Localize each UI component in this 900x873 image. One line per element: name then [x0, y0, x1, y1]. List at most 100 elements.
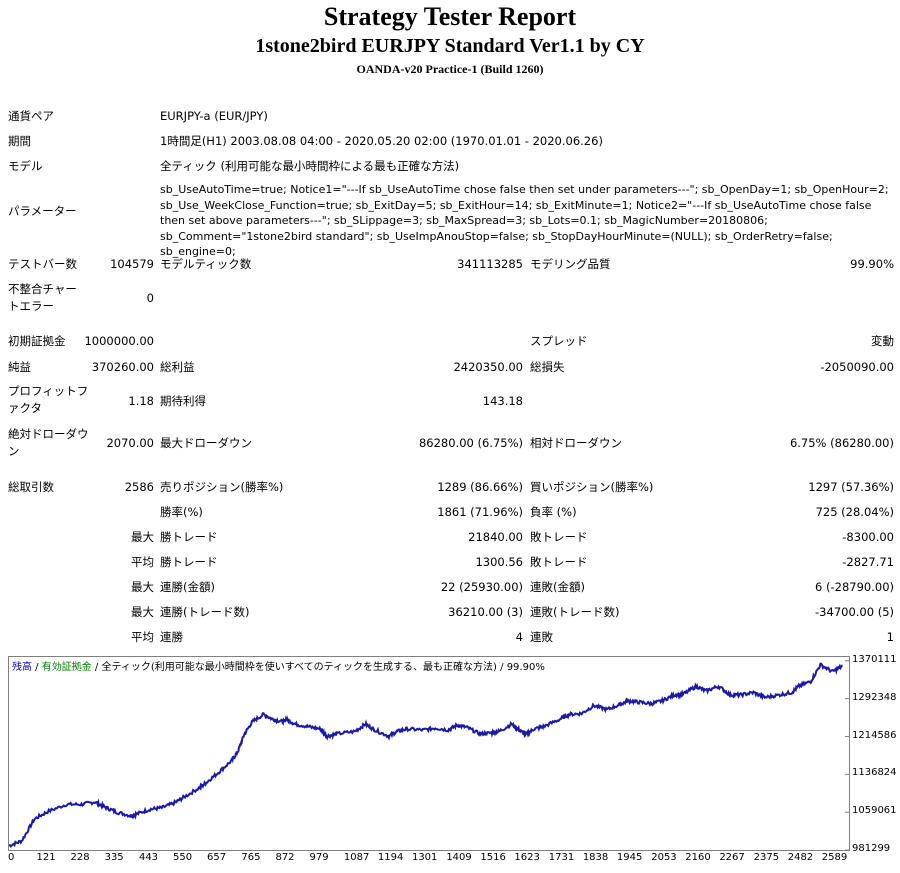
x-tick-label: 872: [275, 852, 295, 863]
x-tick-label: 1301: [411, 852, 438, 863]
x-tick-label: 2053: [651, 852, 677, 863]
max-cons-trades-label: 最大: [131, 605, 154, 619]
win-rate-label: 勝率(%): [160, 505, 203, 519]
y-tick-label: 981299: [852, 843, 891, 854]
model-label: モデル: [8, 159, 43, 173]
x-tick-label: 228: [70, 852, 90, 863]
period-label: 期間: [8, 134, 31, 148]
short-positions-value: 1289 (86.66%): [437, 480, 523, 494]
x-tick-label: 1945: [616, 852, 643, 863]
cons-losses-label: 連敗(金額): [530, 580, 585, 594]
x-tick-label: 2589: [821, 852, 848, 863]
rel-drawdown-value: 6.75% (86280.00): [789, 436, 894, 450]
profit-factor-label: プロフィットファクタ: [8, 384, 89, 415]
bars-value: 104579: [110, 257, 154, 271]
avg-win-label: 勝トレード: [160, 555, 218, 569]
total-trades-value: 2586: [124, 480, 154, 494]
cons-profit-value: 36210.00 (3): [448, 605, 523, 619]
model-value: 全ティック (利用可能な最小時間枠による最も正確な方法): [160, 159, 460, 173]
symbol-label: 通貨ペア: [8, 109, 54, 123]
average-label: 平均: [131, 555, 154, 569]
spread-label: スプレッド: [530, 334, 588, 348]
expected-payoff-label: 期待利得: [160, 394, 206, 408]
x-tick-label: 550: [173, 852, 193, 863]
x-tick-label: 657: [207, 852, 227, 863]
x-tick-label: 2267: [719, 852, 745, 863]
period-value: 1時間足(H1) 2003.08.08 04:00 - 2020.05.20 0…: [160, 134, 603, 148]
mismatch-label: 不整合チャートエラー: [8, 282, 77, 313]
avg-loss-value: -2827.71: [842, 555, 894, 569]
x-tick-label: 1838: [582, 852, 609, 863]
legend-separator: /: [32, 662, 42, 673]
spread-value: 変動: [871, 334, 894, 348]
abs-drawdown-value: 2070.00: [106, 436, 154, 450]
x-tick-label: 1731: [548, 852, 575, 863]
gross-loss-value: -2050090.00: [820, 360, 894, 374]
avg-cons-losses-label: 連敗: [530, 630, 553, 644]
balance-chart: [8, 656, 850, 851]
quality-label: モデリング品質: [530, 257, 611, 271]
loss-rate-value: 725 (28.04%): [815, 505, 894, 519]
balance-chart-svg: [8, 660, 849, 851]
x-tick-label: 765: [241, 852, 261, 863]
mismatch-value: 0: [146, 291, 154, 305]
server-info: OANDA-v20 Practice-1 (Build 1260): [356, 62, 544, 76]
avg-cons-wins-value: 4: [515, 630, 523, 644]
y-tick-label: 1292348: [852, 691, 897, 703]
avg-cons-label: 平均: [131, 630, 154, 644]
avg-cons-wins-label: 連勝: [160, 630, 183, 644]
legend-equity: 有効証拠金: [41, 662, 92, 673]
x-tick-label: 0: [8, 852, 15, 863]
avg-cons-losses-value: 1: [886, 630, 894, 644]
x-tick-label: 335: [104, 852, 124, 863]
symbol-value: EURJPY-a (EUR/JPY): [160, 109, 268, 123]
abs-drawdown-label: 絶対ドローダウン: [8, 427, 89, 458]
x-tick-label: 2482: [787, 852, 814, 863]
x-tick-label: 1194: [377, 852, 404, 863]
cons-loss-value: -34700.00 (5): [815, 605, 894, 619]
max-cons-label: 最大: [131, 580, 154, 594]
profit-factor-value: 1.18: [128, 394, 154, 408]
cons-wins-value: 22 (25930.00): [440, 580, 523, 594]
largest-win-label: 勝トレード: [160, 530, 218, 544]
loss-rate-label: 負率 (%): [530, 505, 577, 519]
x-tick-label: 2375: [753, 852, 780, 863]
y-tick-label: 1136824: [852, 767, 897, 779]
deposit-label: 初期証拠金: [8, 334, 66, 348]
max-drawdown-value: 86280.00 (6.75%): [418, 436, 523, 450]
expected-payoff-value: 143.18: [482, 394, 523, 408]
params-value: sb_UseAutoTime=true; Notice1="---If sb_U…: [160, 183, 889, 258]
quality-value: 99.90%: [850, 257, 894, 271]
win-rate-value: 1861 (71.96%): [437, 505, 523, 519]
x-tick-label: 1087: [343, 852, 370, 863]
chart-legend: 残高 / 有効証拠金 / 全ティック(利用可能な最小時間枠を使いすべてのティック…: [12, 658, 545, 673]
avg-loss-label: 敗トレード: [530, 555, 588, 569]
largest-label: 最大: [131, 530, 154, 544]
x-tick-label: 979: [309, 852, 329, 863]
largest-loss-value: -8300.00: [842, 530, 894, 544]
balance-line: [8, 662, 843, 848]
x-tick-label: 121: [36, 852, 56, 863]
ticks-label: モデルティック数: [160, 257, 252, 271]
report-subtitle: 1stone2bird EURJPY Standard Ver1.1 by CY: [255, 35, 645, 57]
short-positions-label: 売りポジション(勝率%): [160, 480, 284, 494]
deposit-value: 1000000.00: [84, 334, 154, 348]
x-tick-label: 1409: [446, 852, 472, 863]
bars-label: テストバー数: [8, 257, 77, 271]
params-label: パラメーター: [8, 204, 77, 218]
cons-loss-label: 連敗(トレード数): [530, 605, 620, 619]
ticks-value: 341113285: [457, 257, 523, 271]
gross-profit-label: 総利益: [160, 360, 195, 374]
cons-wins-label: 連勝(金額): [160, 580, 215, 594]
x-tick-label: 1516: [480, 852, 506, 863]
cons-losses-value: 6 (-28790.00): [815, 580, 894, 594]
x-tick-label: 1623: [514, 852, 540, 863]
max-drawdown-label: 最大ドローダウン: [160, 436, 252, 450]
x-tick-label: 2160: [685, 852, 711, 863]
y-tick-label: 1370111: [852, 653, 897, 665]
legend-model: / 全ティック(利用可能な最小時間枠を使いすべてのティックを生成する、最も正確な…: [91, 662, 545, 673]
largest-win-value: 21840.00: [468, 530, 523, 544]
y-tick-label: 1214586: [852, 729, 897, 741]
avg-win-value: 1300.56: [475, 555, 523, 569]
largest-loss-label: 敗トレード: [530, 530, 588, 544]
